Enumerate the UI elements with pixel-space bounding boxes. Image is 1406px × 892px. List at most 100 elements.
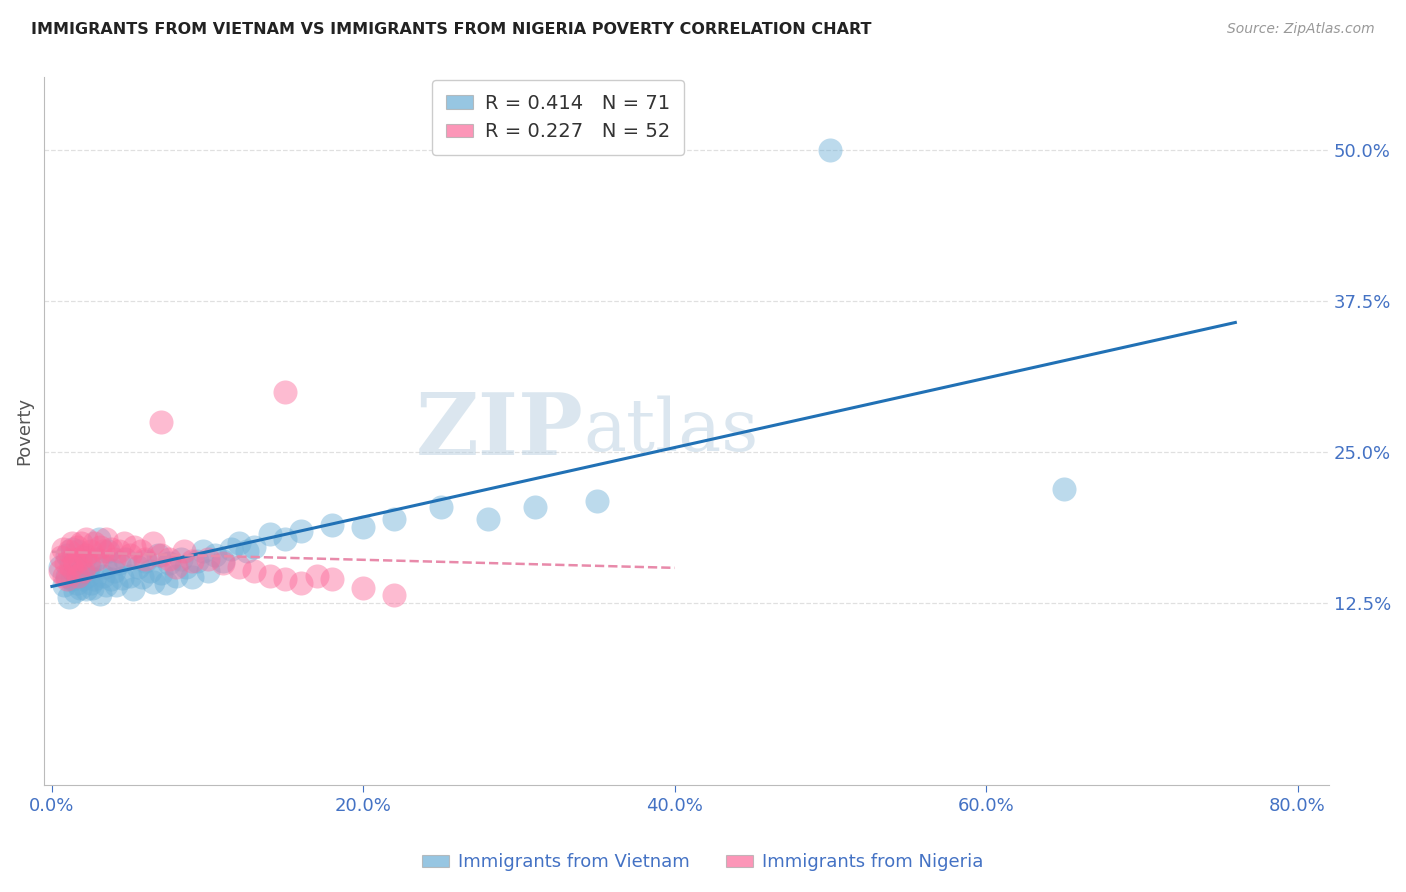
Point [103,551,125,566]
Text: ZIP: ZIP [416,389,583,473]
Point [73,548,96,562]
Point [56,548,79,562]
Point [118,548,141,562]
Text: atlas: atlas [583,396,759,467]
Point [290,524,312,538]
Point [76,557,98,571]
Point [321,517,343,532]
Point [89,540,111,554]
Point [65,566,87,581]
Point [55,557,77,571]
Point [134,554,156,568]
Point [70,564,93,578]
Point [174,560,197,574]
Point [82,581,104,595]
Point [59,554,82,568]
Point [76,568,98,582]
Point [235,544,257,558]
Point [352,520,374,534]
Point [228,560,250,574]
Point [108,557,131,571]
Point [67,568,90,582]
Point [352,581,374,595]
Point [48,564,70,578]
Point [477,512,499,526]
Point [290,575,312,590]
Point [142,574,165,589]
Point [112,536,135,550]
Point [170,551,193,566]
Legend: R = 0.414   N = 71, R = 0.227   N = 52: R = 0.414 N = 71, R = 0.227 N = 52 [432,80,683,155]
Point [118,568,141,582]
Point [129,544,152,558]
Point [149,415,172,429]
Point [58,544,80,558]
Point [149,566,172,581]
Point [60,536,83,550]
Point [146,548,169,562]
Point [820,143,842,157]
Point [134,551,156,566]
Point [67,544,90,558]
Point [62,551,84,566]
Point [430,500,453,514]
Point [139,564,162,578]
Point [131,570,153,584]
Point [60,572,83,586]
Point [100,572,122,586]
Point [83,536,105,550]
Point [66,575,89,590]
Point [219,541,242,556]
Point [77,558,100,573]
Point [149,548,172,562]
Point [124,540,146,554]
Point [181,554,204,568]
Point [228,536,250,550]
Point [96,533,118,547]
Point [305,568,328,582]
Point [384,512,406,526]
Point [1053,482,1076,496]
Point [173,544,195,558]
Point [72,572,94,586]
Point [114,551,136,566]
Point [65,584,87,599]
Point [65,557,87,571]
Point [75,533,97,547]
Point [127,560,149,574]
Point [259,568,281,582]
Point [166,560,188,574]
Point [66,540,89,554]
Point [87,533,110,547]
Point [142,536,165,550]
Point [70,536,93,550]
Point [89,587,111,601]
Point [97,544,120,558]
Point [56,572,79,586]
Point [197,551,219,566]
Point [73,550,96,565]
Text: Source: ZipAtlas.com: Source: ZipAtlas.com [1227,22,1375,37]
Point [166,568,188,582]
Point [122,582,145,596]
Point [274,384,297,399]
Point [86,551,108,566]
Point [197,564,219,578]
Point [157,551,180,566]
Point [94,560,117,574]
Legend: Immigrants from Vietnam, Immigrants from Nigeria: Immigrants from Vietnam, Immigrants from… [415,847,991,879]
Point [80,575,103,590]
Point [53,578,76,592]
Point [108,544,131,558]
Point [100,541,122,556]
Point [191,544,214,558]
Point [69,551,91,566]
Point [111,571,134,585]
Point [75,582,97,596]
Point [384,588,406,602]
Point [259,527,281,541]
Point [56,568,79,582]
Point [69,581,91,595]
Point [586,493,609,508]
Point [96,578,118,592]
